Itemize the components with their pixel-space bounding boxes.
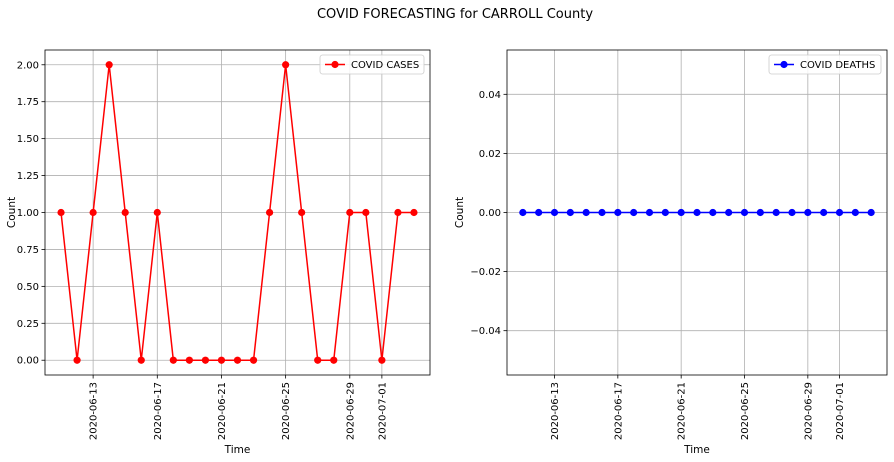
data-point — [835, 208, 844, 217]
y-axis-label: Count — [454, 197, 466, 228]
x-tick-label: 2020-06-13 — [550, 382, 561, 440]
data-point — [550, 208, 559, 217]
data-point — [137, 356, 145, 364]
y-axis-label: Count — [6, 197, 18, 228]
y-tick-label: 2.00 — [17, 60, 39, 71]
data-point — [661, 208, 669, 217]
data-point — [677, 208, 685, 217]
x-tick-label: 2020-06-21 — [677, 382, 688, 440]
data-point — [820, 208, 828, 217]
data-point — [378, 356, 386, 364]
data-point — [756, 208, 764, 217]
x-tick-label: 2020-06-21 — [217, 382, 228, 440]
y-tick-label: 0.50 — [17, 282, 39, 293]
data-point — [788, 208, 796, 217]
data-point — [330, 356, 338, 364]
x-axis-label: Time — [683, 444, 710, 456]
data-point — [725, 208, 733, 217]
data-point — [598, 208, 606, 217]
legend-box — [768, 54, 882, 75]
data-point — [57, 208, 65, 217]
data-point — [121, 208, 129, 217]
data-point — [153, 208, 161, 217]
data-point — [772, 208, 780, 217]
data-point — [740, 208, 749, 217]
x-tick-label: 2020-06-25 — [740, 382, 751, 440]
data-point — [630, 208, 638, 217]
axes-frame — [506, 49, 888, 376]
data-point — [519, 208, 527, 217]
data-point — [566, 208, 574, 217]
y-tick-label: 0.25 — [17, 319, 39, 330]
data-point — [394, 208, 402, 217]
y-tick-label: 0.00 — [17, 356, 39, 367]
y-tick-label: −0.04 — [470, 326, 501, 337]
x-tick-label: 2020-06-17 — [613, 382, 624, 440]
data-point — [73, 356, 81, 364]
axes-frame — [44, 49, 431, 376]
data-point — [614, 208, 622, 217]
data-point — [298, 208, 306, 217]
data-point — [89, 208, 97, 217]
data-point — [105, 61, 113, 69]
data-point — [867, 208, 875, 217]
data-point — [314, 356, 322, 364]
y-tick-label: 1.75 — [17, 97, 39, 108]
data-point — [582, 208, 590, 217]
deaths-chart-panel: −0.04 −0.02 0.00 0.02 0.04 2020-06-13 2020-06-… — [454, 49, 888, 456]
data-point — [693, 208, 701, 217]
data-point — [410, 208, 418, 217]
y-tick-label: 0.02 — [479, 149, 501, 160]
legend-label: COVID DEATHS — [800, 60, 875, 71]
y-tick-label: 1.50 — [17, 134, 39, 145]
y-tick-label: 1.25 — [17, 171, 39, 182]
data-point — [185, 356, 193, 364]
data-point — [804, 208, 812, 217]
data-point — [201, 356, 210, 364]
y-tick-label: −0.02 — [470, 267, 501, 278]
data-point — [169, 356, 177, 364]
data-point — [217, 356, 226, 364]
data-point — [233, 356, 242, 364]
x-tick-label: 2020-06-17 — [153, 382, 164, 440]
y-tick-label: 1.00 — [17, 208, 39, 219]
y-tick-label: 0.00 — [479, 208, 501, 219]
data-point — [362, 208, 370, 217]
legend-marker — [331, 60, 339, 69]
data-point — [645, 208, 654, 217]
y-tick-label: 0.04 — [479, 90, 501, 101]
data-point — [282, 61, 290, 69]
data-point — [851, 208, 859, 217]
x-tick-label: 2020-06-13 — [89, 382, 100, 440]
data-point — [265, 208, 274, 217]
data-point — [709, 208, 717, 217]
figure-title: COVID FORECASTING for CARROLL County — [317, 7, 593, 22]
data-point — [346, 208, 354, 217]
x-axis-label: Time — [224, 444, 251, 456]
legend-label: COVID CASES — [351, 60, 419, 71]
cases-chart-panel: 0.00 0.25 0.50 0.75 1.00 1.25 1.50 1.75 2.00 2020… — [6, 49, 431, 456]
y-tick-label: 0.75 — [17, 245, 39, 256]
x-tick-label: 2020-06-29 — [803, 382, 814, 440]
x-tick-label: 2020-07-01 — [377, 382, 388, 440]
x-tick-label: 2020-07-01 — [835, 382, 846, 440]
legend-box — [319, 54, 425, 75]
legend-marker — [780, 60, 788, 69]
data-point — [249, 356, 258, 364]
x-tick-label: 2020-06-29 — [345, 382, 356, 440]
x-tick-label: 2020-06-25 — [281, 382, 292, 440]
data-point — [535, 208, 543, 217]
